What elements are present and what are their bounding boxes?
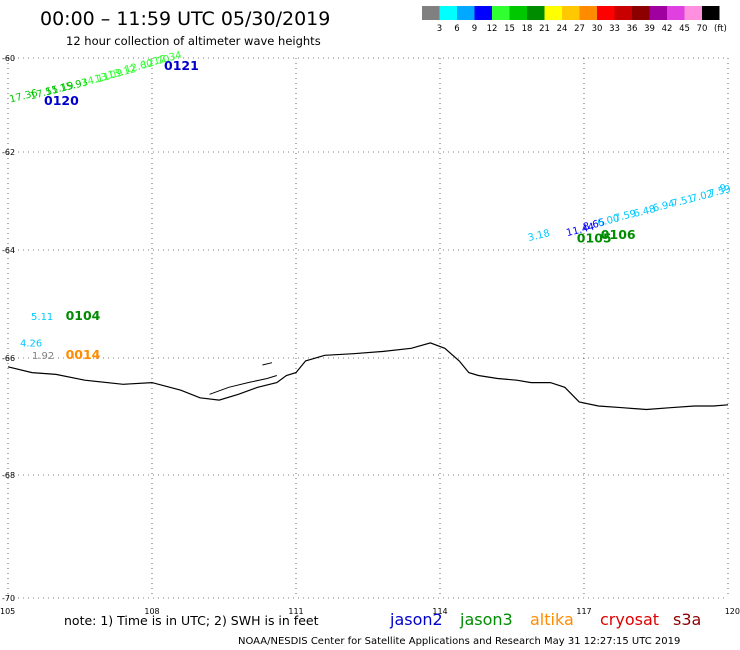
wave-height-value: 1.92 xyxy=(32,351,54,362)
colorbar-tick-label: 45 xyxy=(679,24,690,34)
colorbar-tick-label: 6 xyxy=(454,24,459,34)
longitude-tick-label: 105 xyxy=(0,607,15,616)
satellite-legend-entry: cryosat xyxy=(600,610,659,629)
colorbar-swatch xyxy=(544,6,562,20)
coastline-island xyxy=(262,362,273,366)
pass-time-label: 0014 xyxy=(66,347,101,362)
colorbar-tick-label: 27 xyxy=(574,24,585,34)
wave-height-value: 7.59 xyxy=(613,208,637,224)
satellite-legend-entry: s3a xyxy=(673,610,701,629)
lat-lon-grid xyxy=(7,57,729,599)
colorbar-tick-label: 9 xyxy=(472,24,477,34)
satellite-legend-entry: altika xyxy=(530,610,574,629)
colorbar-tick-label: 36 xyxy=(627,24,638,34)
colorbar-tick-label: 39 xyxy=(644,24,655,34)
colorbar-swatch xyxy=(457,6,475,20)
satellite-legend-entry: jason3 xyxy=(459,610,513,629)
axis-labels: 105 108 111 114 117 120 -60 -62 -64 -66 -68 -70 xyxy=(0,54,740,616)
latitude-tick-label: -64 xyxy=(2,246,15,255)
colorbar-swatch xyxy=(492,6,510,20)
colorbar-swatch xyxy=(632,6,650,20)
latitude-tick-label: -66 xyxy=(2,354,15,363)
wave-height-value: 5.11 xyxy=(31,312,53,323)
wave-height-value: 6.00 xyxy=(596,213,620,229)
colorbar-tick-label: 18 xyxy=(522,24,533,34)
longitude-tick-label: 108 xyxy=(144,607,159,616)
colorbar-tick-label: 3 xyxy=(437,24,442,34)
colorbar-tick-label: 33 xyxy=(609,24,620,34)
colorbar-swatch xyxy=(702,6,720,20)
colorbar-swatch xyxy=(422,6,440,20)
longitude-tick-label: 117 xyxy=(576,607,591,616)
colorbar-tick-label: 70 xyxy=(697,24,708,34)
pass-time-label: 0120 xyxy=(44,93,79,108)
colorbar-swatch xyxy=(562,6,580,20)
colorbar-swatch xyxy=(684,6,702,20)
footer-credit: NOAA/NESDIS Center for Satellite Applica… xyxy=(238,636,680,647)
colorbar-swatch xyxy=(597,6,615,20)
satellite-legend: jason2 jason3 altika cryosat s3a xyxy=(389,610,701,629)
longitude-tick-label: 120 xyxy=(725,607,740,616)
colorbar-swatch xyxy=(614,6,632,20)
page-title: 00:00 – 11:59 UTC 05/30/2019 xyxy=(40,8,330,30)
colorbar-unit-label: (ft) xyxy=(714,24,727,34)
colorbar-tick-label: 42 xyxy=(662,24,673,34)
colorbar-swatch xyxy=(527,6,545,20)
pass-time-label: 0106 xyxy=(601,227,636,242)
latitude-tick-label: -60 xyxy=(2,54,15,63)
longitude-tick-label: 111 xyxy=(288,607,303,616)
wave-height-color-legend: 3 6 9 12 15 18 21 24 27 30 33 36 39 42 45 70 xyxy=(422,6,720,34)
latitude-tick-label: -70 xyxy=(2,594,15,603)
map-frame: 17.3617.5115.1915.9314.1113.0913.1212.60… xyxy=(0,50,740,616)
colorbar-tick-label: 15 xyxy=(504,24,515,34)
page-subtitle: 12 hour collection of altimeter wave hei… xyxy=(66,34,321,48)
wave-height-value: 7.02 xyxy=(690,189,714,205)
observation-layer: 17.3617.5115.1915.9314.1113.0913.1212.60… xyxy=(8,50,732,362)
colorbar-swatch xyxy=(439,6,457,20)
satellite-legend-entry: jason2 xyxy=(389,610,443,629)
wave-height-value: 7.59 xyxy=(708,184,732,200)
antarctic-coastline xyxy=(7,342,729,411)
colorbar-tick-label: 12 xyxy=(487,24,498,34)
pass-time-label: 0105 xyxy=(577,231,612,246)
colorbar-swatch xyxy=(579,6,597,20)
latitude-tick-label: -62 xyxy=(2,148,15,157)
wave-height-value: 9 xyxy=(719,183,728,195)
wave-height-value: 6.94 xyxy=(652,199,676,215)
footer-note: note: 1) Time is in UTC; 2) SWH is in fe… xyxy=(64,613,319,628)
colorbar-swatch xyxy=(474,6,492,20)
colorbar-swatch xyxy=(509,6,527,20)
wave-height-value: 3.18 xyxy=(527,228,551,244)
pass-time-label: 0104 xyxy=(66,308,101,323)
wave-height-value: 4.26 xyxy=(20,339,42,350)
colorbar-swatch xyxy=(667,6,685,20)
colorbar-swatch xyxy=(649,6,667,20)
colorbar-tick-label: 30 xyxy=(592,24,603,34)
coastline-islands xyxy=(209,362,277,395)
latitude-tick-label: -68 xyxy=(2,471,15,480)
pass-time-label: 0121 xyxy=(164,58,199,73)
wave-height-value: 8.65 xyxy=(582,217,606,233)
wave-height-value: 7.51 xyxy=(671,194,695,210)
colorbar-tick-label: 21 xyxy=(539,24,550,34)
wave-height-value: 6.48 xyxy=(632,204,656,220)
colorbar-tick-label: 24 xyxy=(557,24,568,34)
coastline-island xyxy=(209,375,277,395)
longitude-tick-label: 114 xyxy=(432,607,447,616)
